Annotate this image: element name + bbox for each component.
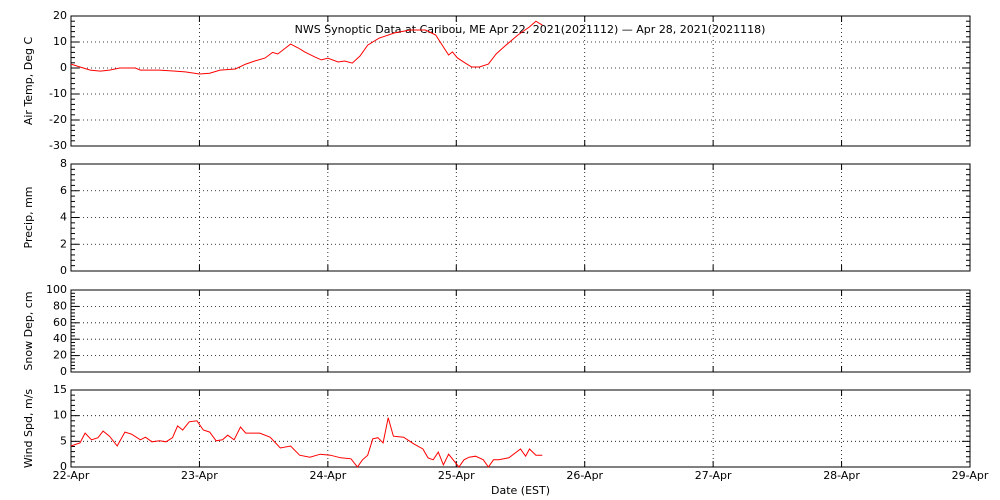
data-line — [70, 417, 543, 468]
x-tick-label: 24-Apr — [309, 469, 346, 482]
y-axis-label: Air Temp, Deg C — [22, 37, 35, 126]
y-tick-label: 2 — [60, 237, 67, 250]
y-tick-label: 20 — [53, 9, 67, 22]
y-tick-label: 0 — [60, 365, 67, 378]
y-tick-label: 5 — [60, 434, 67, 447]
x-tick-label: 26-Apr — [566, 469, 603, 482]
x-tick-label: 25-Apr — [438, 469, 475, 482]
plot-frame — [70, 289, 971, 373]
y-tick-label: 0 — [60, 61, 67, 74]
y-tick-label: 80 — [53, 299, 67, 312]
y-tick-label: -20 — [49, 113, 67, 126]
y-tick-label: 100 — [46, 283, 67, 296]
y-axis-label: Snow Dep, cm — [22, 291, 35, 370]
y-tick-label: 60 — [53, 316, 67, 329]
y-tick-label: -30 — [49, 139, 67, 152]
y-tick-label: 10 — [53, 35, 67, 48]
x-tick-label: 27-Apr — [695, 469, 732, 482]
y-tick-label: -10 — [49, 87, 67, 100]
y-tick-label: 10 — [53, 409, 67, 422]
x-tick-label: 23-Apr — [181, 469, 218, 482]
y-tick-label: 20 — [53, 349, 67, 362]
y-axis-label: Wind Spd, m/s — [22, 389, 35, 469]
chart-title: NWS Synoptic Data at Caribou, ME Apr 22,… — [295, 23, 766, 36]
y-tick-label: 0 — [60, 460, 67, 473]
y-tick-label: 8 — [60, 157, 67, 170]
x-tick-label: 28-Apr — [823, 469, 860, 482]
data-line — [70, 20, 543, 75]
plot-frame — [70, 15, 971, 147]
y-tick-label: 0 — [60, 264, 67, 277]
y-tick-label: 4 — [60, 211, 67, 224]
x-axis-label: Date (EST) — [491, 484, 550, 497]
y-tick-label: 6 — [60, 184, 67, 197]
x-tick-label: 29-Apr — [952, 469, 989, 482]
y-tick-label: 15 — [53, 383, 67, 396]
y-axis-label: Precip, mm — [22, 187, 35, 249]
y-tick-label: 40 — [53, 332, 67, 345]
x-tick-label: 22-Apr — [53, 469, 90, 482]
plot-frame — [70, 389, 971, 468]
